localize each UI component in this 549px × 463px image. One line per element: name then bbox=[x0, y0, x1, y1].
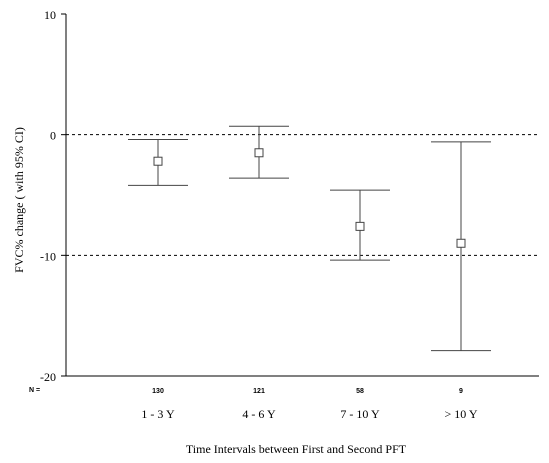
n-value-label: 130 bbox=[152, 388, 164, 395]
mean-marker bbox=[254, 148, 264, 158]
error-bar-group bbox=[229, 125, 289, 179]
mean-marker bbox=[355, 221, 365, 231]
mean-marker bbox=[153, 156, 163, 166]
error-bars bbox=[128, 125, 491, 352]
n-value-label: 121 bbox=[253, 388, 265, 395]
mean-marker bbox=[456, 238, 466, 248]
error-bar-group bbox=[128, 138, 188, 186]
x-axis-title: Time Intervals between First and Second … bbox=[186, 442, 407, 456]
error-bar-group bbox=[431, 141, 491, 352]
n-value-label: 58 bbox=[356, 388, 364, 395]
x-category-label: > 10 Y bbox=[445, 407, 478, 421]
x-category-label: 1 - 3 Y bbox=[141, 407, 175, 421]
x-category-label: 4 - 6 Y bbox=[242, 407, 276, 421]
n-value-label: 9 bbox=[459, 388, 463, 395]
y-axis-title: FVC% change ( with 95% CI) bbox=[12, 127, 26, 273]
y-axis-ticks: 10 0 -10 -20 bbox=[40, 8, 66, 384]
y-tick-label: 0 bbox=[50, 129, 56, 143]
x-category-label: 7 - 10 Y bbox=[340, 407, 380, 421]
y-tick-label: -20 bbox=[40, 370, 56, 384]
y-tick-label: 10 bbox=[44, 8, 56, 22]
error-bar-group bbox=[330, 189, 390, 261]
reference-lines bbox=[66, 134, 539, 256]
x-axis-categories: 130 1 - 3 Y 121 4 - 6 Y 58 7 - 10 Y 9 > 10 Y bbox=[141, 388, 477, 421]
n-prefix-label: N = bbox=[29, 387, 40, 394]
y-tick-label: -10 bbox=[40, 249, 56, 263]
